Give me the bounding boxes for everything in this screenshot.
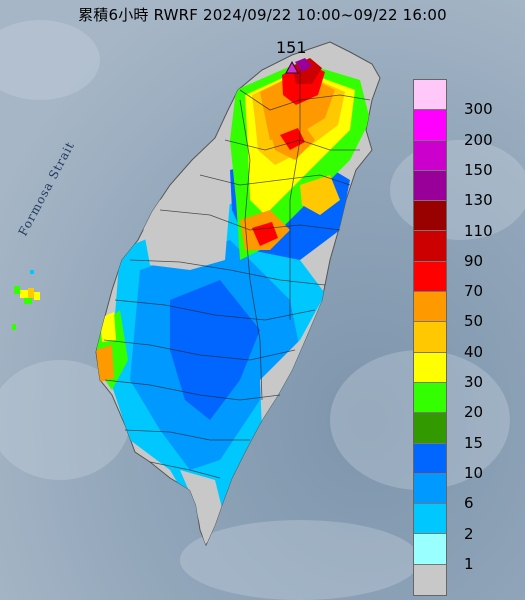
boundaries <box>103 70 371 479</box>
legend-swatch <box>414 564 446 596</box>
legend-label: 6 <box>464 494 474 513</box>
legend-swatch <box>414 170 446 202</box>
legend-label: 1 <box>464 554 474 573</box>
legend-label: 40 <box>464 342 484 361</box>
legend-swatch <box>414 231 446 262</box>
legend-swatch <box>414 534 446 565</box>
legend-label: 20 <box>464 403 484 422</box>
legend-label: 300 <box>464 100 493 119</box>
legend-label: 30 <box>464 373 484 391</box>
legend-label: 110 <box>464 221 493 240</box>
legend-label: 2 <box>464 524 474 543</box>
penghu-islands <box>12 270 40 330</box>
legend-swatch <box>414 201 446 232</box>
legend-swatch <box>414 322 446 353</box>
legend-swatch <box>414 140 446 171</box>
legend-swatch <box>414 382 446 414</box>
legend-swatch <box>414 110 446 141</box>
legend-label: 15 <box>464 433 484 452</box>
legend-label: 200 <box>464 130 493 149</box>
legend-swatch <box>414 413 446 444</box>
legend-swatch <box>414 261 446 293</box>
legend-swatch <box>414 443 446 474</box>
max-value-label: 151 <box>276 38 307 57</box>
legend-label: 130 <box>464 191 493 210</box>
legend-label: 10 <box>464 463 484 482</box>
legend-swatch <box>414 352 446 383</box>
legend-swatch <box>414 80 446 111</box>
legend-swatch <box>414 292 446 323</box>
legend-label: 90 <box>464 251 484 270</box>
legend-colorbar <box>413 79 447 597</box>
legend-swatch <box>414 504 446 535</box>
legend-label: 150 <box>464 160 493 179</box>
legend-swatch <box>414 473 446 505</box>
max-marker-icon <box>285 60 299 74</box>
legend-label: 50 <box>464 312 484 331</box>
map-title: 累積6小時 RWRF 2024/09/22 10:00~09/22 16:00 <box>78 6 447 24</box>
legend-label: 70 <box>464 282 484 301</box>
